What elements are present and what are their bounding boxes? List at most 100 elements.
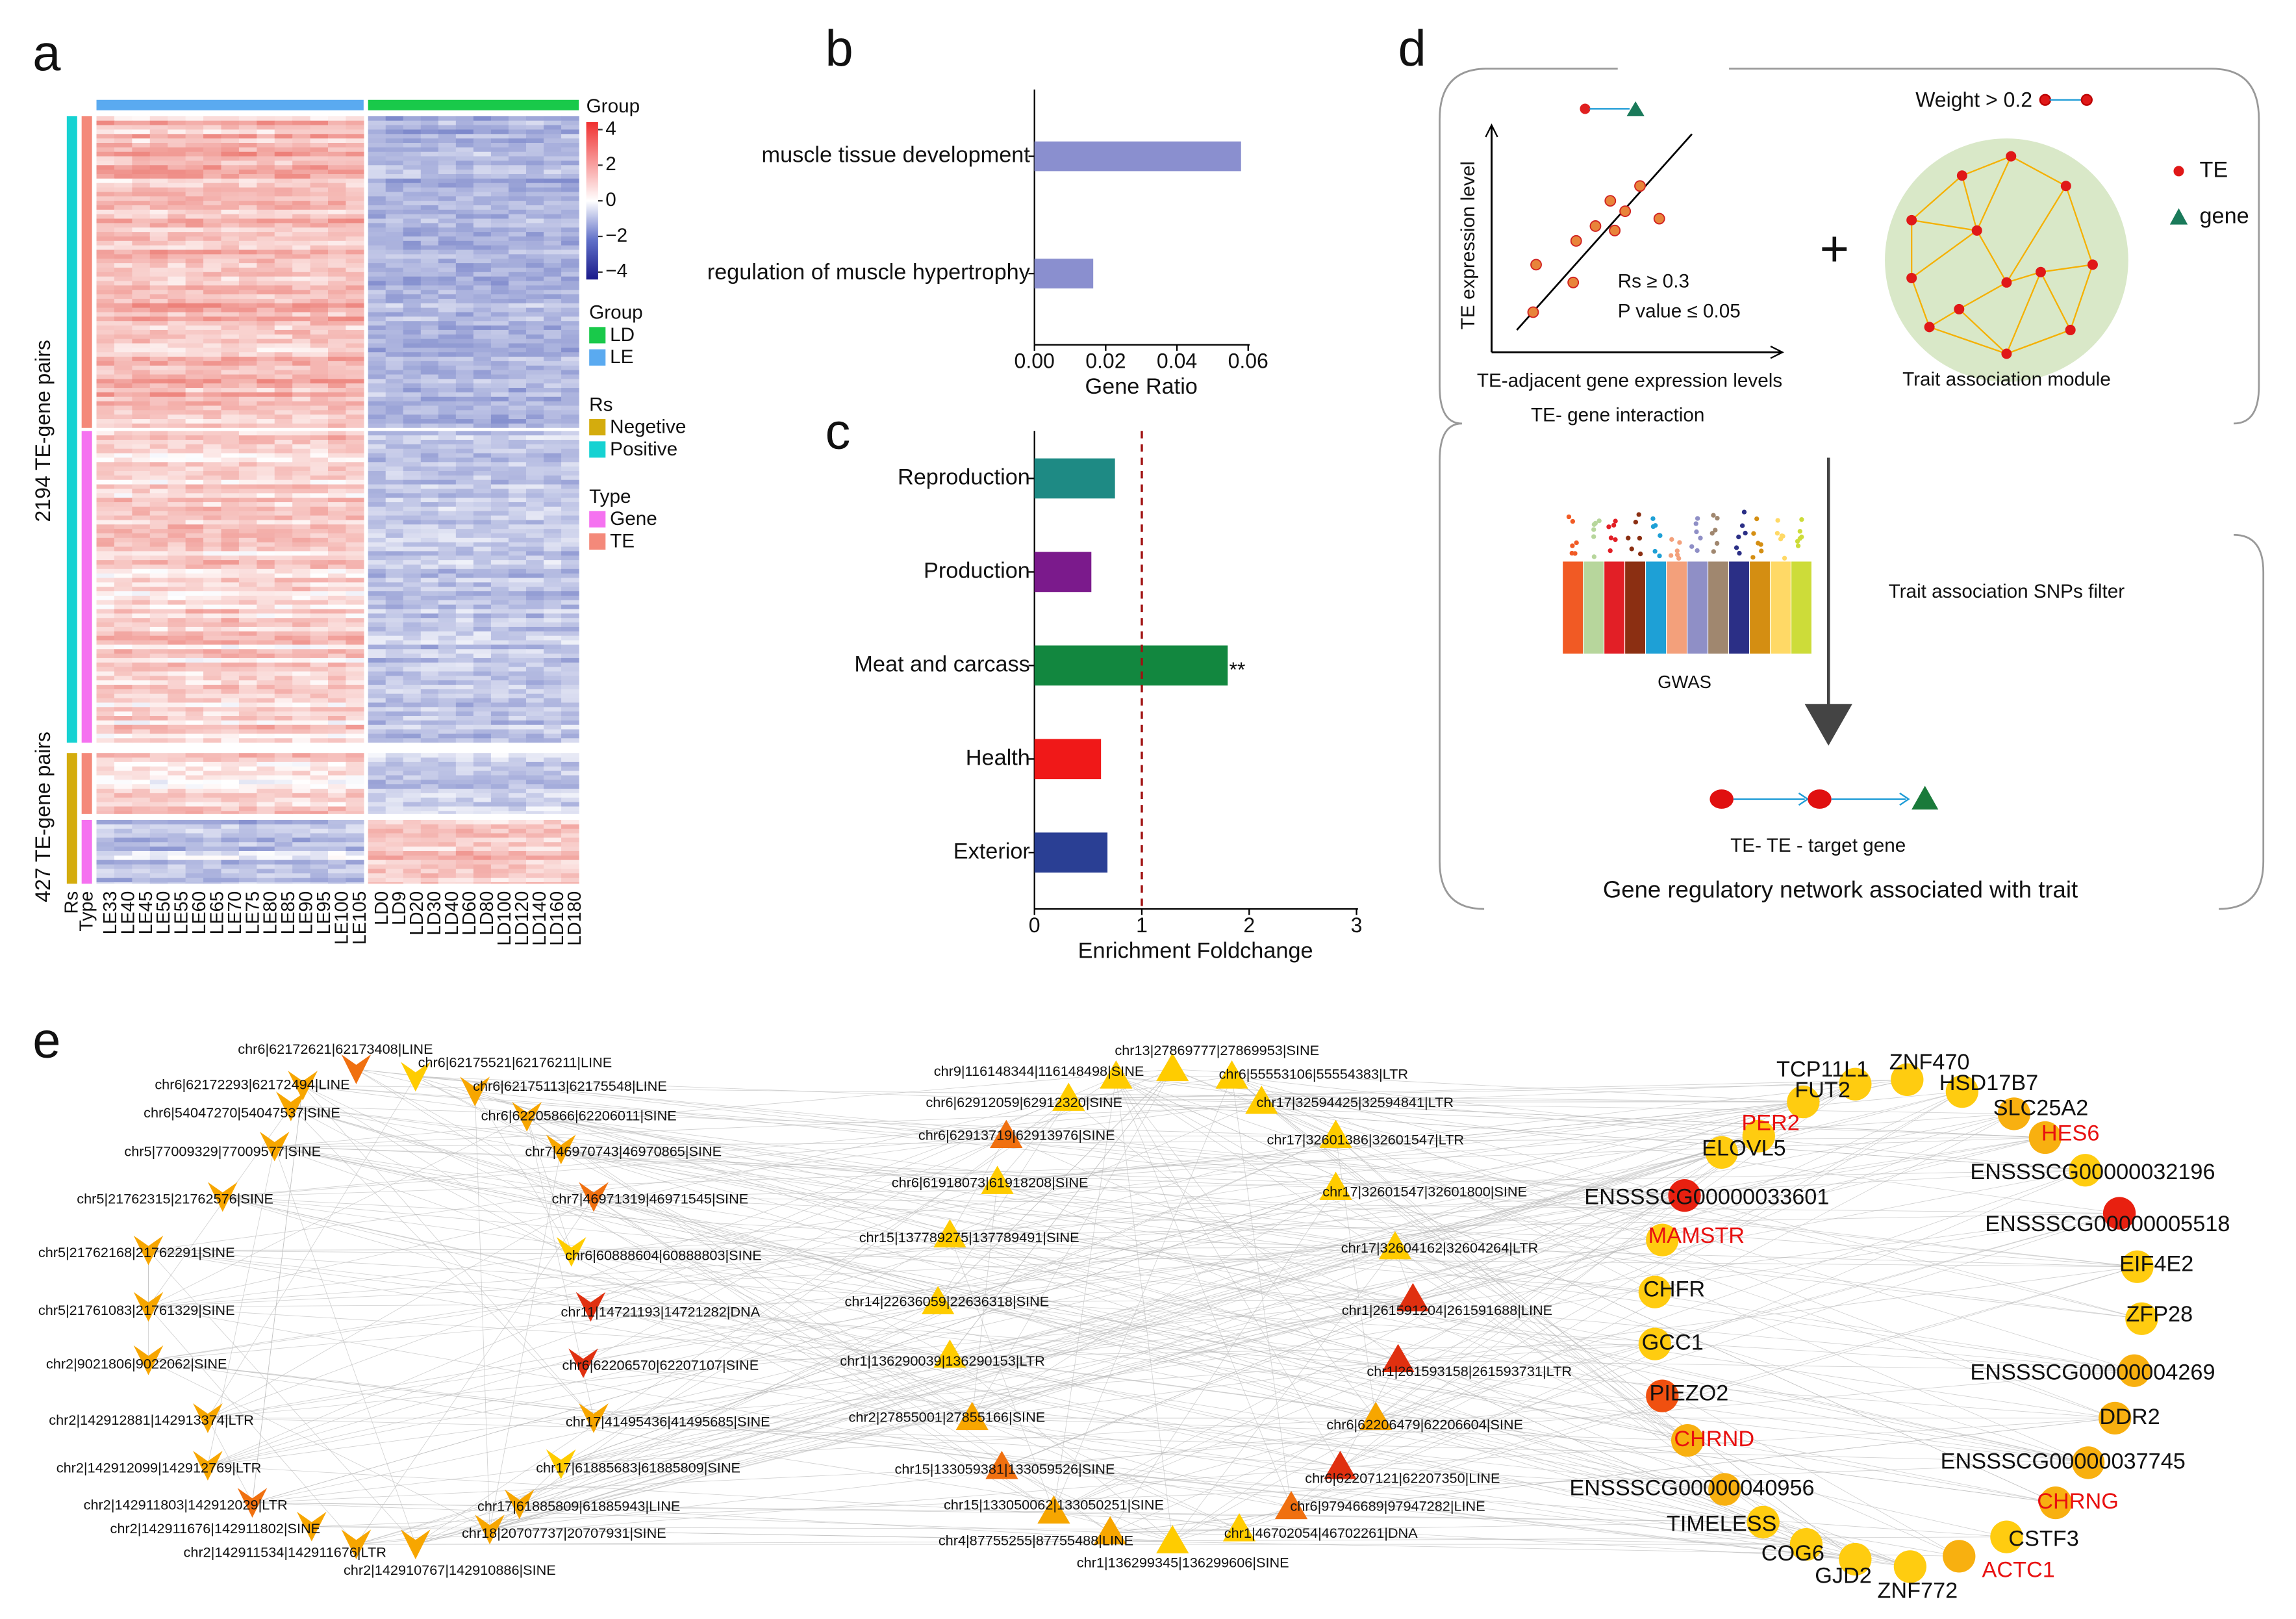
heat-cell	[310, 160, 329, 166]
heat-cell	[185, 214, 204, 219]
heat-cell	[292, 147, 311, 153]
heat-cell	[96, 294, 115, 300]
legend-label: TE	[2199, 157, 2228, 182]
heat-cell	[544, 236, 562, 242]
heat-cell	[525, 138, 544, 144]
heat-cell	[525, 724, 544, 730]
heat-cell	[385, 529, 404, 534]
heat-cell	[473, 833, 492, 838]
heat-cell	[310, 833, 329, 838]
heat-cell	[544, 120, 562, 126]
heat-cell	[274, 147, 293, 153]
heat-cell	[473, 214, 492, 219]
heat-cell	[292, 591, 311, 596]
heat-cell	[420, 240, 439, 246]
heat-cell	[508, 640, 527, 645]
heat-cell	[221, 475, 240, 481]
heat-cell	[274, 738, 293, 743]
heat-cell	[438, 869, 457, 874]
heat-cell	[508, 546, 527, 552]
heat-cell	[238, 227, 258, 233]
heat-cell	[346, 165, 364, 170]
filter-label: Trait association SNPs filter	[1889, 581, 2125, 602]
heat-cell	[292, 551, 311, 556]
heat-cell	[168, 453, 186, 458]
heat-cell	[525, 227, 544, 233]
heat-cell	[438, 555, 457, 561]
heat-cell	[292, 811, 311, 814]
edge	[1116, 1077, 1341, 1468]
heat-cell	[346, 833, 364, 838]
heat-cell	[185, 196, 204, 201]
heat-cell	[385, 374, 404, 379]
heat-cell	[328, 789, 347, 794]
heat-cell	[473, 733, 492, 739]
heat-cell	[328, 338, 347, 344]
heat-cell	[310, 758, 329, 763]
heat-cell	[385, 392, 404, 398]
heat-cell	[96, 134, 115, 139]
heat-cell	[561, 448, 579, 454]
heat-cell	[561, 529, 579, 534]
heat-cell	[168, 423, 186, 428]
heat-cell	[385, 423, 404, 428]
heat-cell	[328, 431, 347, 436]
heat-cell	[238, 214, 258, 219]
heat-cell	[368, 797, 386, 803]
heat-cell	[420, 338, 439, 344]
heat-cell	[149, 493, 168, 498]
heat-cell	[368, 348, 386, 353]
heat-cell	[346, 457, 364, 463]
heat-cell	[185, 498, 204, 503]
heat-cell	[455, 720, 474, 726]
heat-cell	[203, 873, 222, 878]
gwas-dot	[1593, 520, 1598, 526]
heat-cell	[168, 771, 186, 776]
heat-cell	[368, 423, 386, 428]
heat-cell	[292, 824, 311, 830]
heat-cell	[221, 201, 240, 206]
heat-cell	[346, 249, 364, 255]
heat-cell	[544, 738, 562, 743]
heat-cell	[238, 793, 258, 798]
heat-cell	[368, 479, 386, 485]
edge	[1231, 1076, 1688, 1441]
heat-cell	[185, 343, 204, 348]
heat-cell	[257, 842, 275, 847]
heat-cell	[490, 568, 509, 574]
heat-cell	[368, 294, 386, 300]
heat-cell	[490, 209, 509, 215]
heat-cell	[561, 635, 579, 641]
heat-cell	[185, 622, 204, 628]
heat-cell	[455, 609, 474, 614]
heat-cell	[508, 654, 527, 659]
heat-cell	[438, 824, 457, 830]
heat-cell	[168, 178, 186, 184]
heat-cell	[420, 626, 439, 632]
heat-cell	[185, 828, 204, 834]
heat-cell	[292, 129, 311, 134]
heat-cell	[257, 338, 275, 344]
heat-cell	[368, 869, 386, 874]
heat-cell	[403, 214, 422, 219]
heat-cell	[328, 864, 347, 869]
heat-cell	[132, 671, 151, 676]
heat-cell	[114, 263, 133, 268]
heat-cell	[438, 410, 457, 415]
heat-cell	[455, 869, 474, 874]
heat-cell	[455, 604, 474, 609]
heat-cell	[310, 379, 329, 384]
heat-cell	[368, 321, 386, 326]
heat-cell	[438, 479, 457, 485]
heat-cell	[292, 582, 311, 587]
heat-cell	[132, 595, 151, 601]
heat-cell	[346, 201, 364, 206]
heat-cell	[310, 644, 329, 650]
heat-cell	[508, 671, 527, 676]
heat-cell	[132, 878, 151, 883]
heat-cell	[490, 640, 509, 645]
heat-cell	[346, 864, 364, 869]
heat-cell	[525, 847, 544, 852]
heat-cell	[346, 116, 364, 121]
heat-cell	[168, 537, 186, 543]
